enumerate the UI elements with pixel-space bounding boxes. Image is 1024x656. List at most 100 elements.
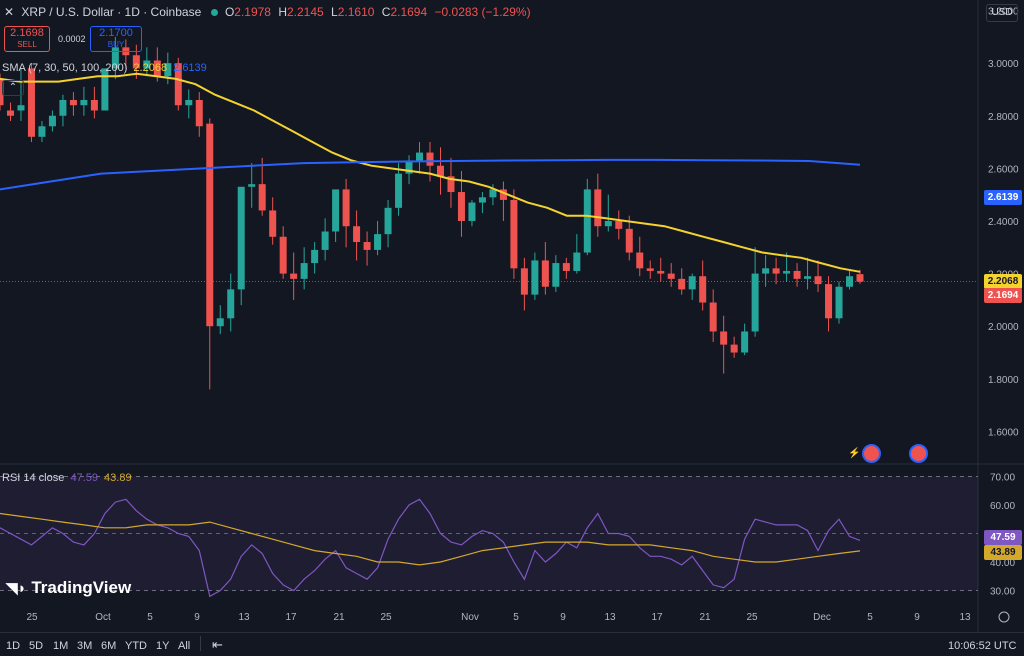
candle-body [395,173,403,208]
candle-body [195,99,203,127]
high-label: H [278,5,287,19]
candle-body [416,152,424,161]
candle-body [804,276,812,279]
clock[interactable]: 10:06:52 UTC [948,640,1017,652]
candle-body [793,270,801,279]
collapse-legend-button[interactable]: ⌃ [2,80,24,96]
time-tick-label: 5 [147,612,153,623]
rsi-legend[interactable]: RSI 14 close 47.59 43.89 [2,472,132,484]
candle-body [332,189,340,232]
currency-button[interactable]: USD [986,4,1018,22]
candle-body [0,78,4,106]
candle-body [646,268,654,271]
sma30-price-label: 2.2068 [984,274,1022,289]
time-tick-label: 5 [867,612,873,623]
candle-body [353,226,361,243]
date-range-icon[interactable]: ⇤ [212,637,223,652]
time-tick-label: 9 [194,612,200,623]
timeframe-3m[interactable]: 3M [77,640,93,652]
candle-body [499,189,507,200]
sell-price: 2.1698 [10,27,44,39]
candle-body [38,126,46,137]
timeframe-1m[interactable]: 1M [53,640,69,652]
rsi-price-label: 47.59 [984,530,1022,545]
collapse-icon[interactable]: ✕ [4,5,15,19]
open-label: O [224,5,235,19]
sma-value-30: 2.2068 [133,62,168,74]
candle-body [143,60,151,69]
timeframe-all[interactable]: All [178,640,191,652]
candle-body [269,210,277,237]
price-tick-label: 2.4000 [988,217,1019,228]
candle-body [17,105,25,111]
candle-body [69,99,77,106]
time-tick-label: 9 [560,612,566,623]
change-value: −0.0283 (−1.29%) [434,5,531,19]
rsi-line [0,498,861,598]
candle-body [227,289,235,319]
logo-mark-icon: ◥◗ [6,580,27,597]
candle-body [531,260,539,295]
price-tick-label: 2.0000 [988,322,1019,333]
last-price-label: 2.1694 [984,288,1022,303]
timeframe-1d[interactable]: 1D [6,640,21,652]
rsi-label: RSI 14 close [2,472,65,484]
sell-label: SELL [17,40,37,49]
rsi-value: 47.59 [70,472,98,484]
candle-body [248,184,256,187]
sma30-line [0,72,861,273]
buy-button[interactable]: 2.1700 BUY [90,26,142,52]
time-tick-label: 13 [604,612,616,623]
candle-body [783,270,791,274]
rsi-ma-line [0,512,861,566]
us-flag-icon[interactable] [909,444,928,463]
buy-price: 2.1700 [99,27,133,39]
time-tick-label: 17 [285,612,297,623]
timeframe-ytd[interactable]: YTD [125,640,147,652]
bottom-toolbar [0,632,1024,656]
candle-body [615,220,623,229]
time-tick-label: 25 [746,612,758,623]
tradingview-logo[interactable]: ◥◗ TradingView [6,578,131,598]
currency-label: USD [991,7,1013,18]
candle-body [447,176,455,193]
candle-body [80,99,88,106]
time-tick-label: 5 [513,612,519,623]
time-tick-label: Dec [813,612,831,623]
sell-button[interactable]: 2.1698 SELL [4,26,50,52]
symbol-title[interactable]: XRP / U.S. Dollar · 1D · Coinbase [21,5,202,19]
spread-value: 0.0002 [58,34,86,44]
candle-body [510,199,518,269]
price-tick-label: 2.6000 [988,164,1019,175]
candle-body [384,207,392,235]
rsi-tick-label: 40.00 [990,558,1015,569]
toolbar-divider [200,636,201,651]
low-value: 2.1610 [337,5,375,19]
candle-body [374,234,382,250]
chevron-up-icon: ⌃ [8,82,18,93]
sma-value-200: 2.6139 [173,62,207,74]
candle-body [678,278,686,290]
price-tick-label: 1.8000 [988,375,1019,386]
sma200-line [0,158,861,191]
sma-legend[interactable]: SMA (7, 30, 50, 100, 200) 2.2068 2.6139 [2,62,207,74]
lightning-icon[interactable]: ⚡ [848,448,861,459]
time-tick-label: Oct [95,612,111,623]
candle-body [667,273,675,279]
candle-body [111,47,119,69]
candle-body [153,60,161,77]
candle-body [552,263,560,287]
candle-body [573,252,581,271]
us-flag-icon[interactable] [862,444,881,463]
sma200-price-label: 2.6139 [984,190,1022,205]
time-tick-label: 9 [914,612,920,623]
timeframe-5d[interactable]: 5D [29,640,44,652]
timeframe-6m[interactable]: 6M [101,640,117,652]
rsi-ma-price-label: 43.89 [984,545,1022,560]
time-tick-label: 13 [238,612,250,623]
timeframe-1y[interactable]: 1Y [156,640,170,652]
candle-body [583,189,591,253]
candle-body [436,165,444,177]
candle-body [6,110,14,116]
